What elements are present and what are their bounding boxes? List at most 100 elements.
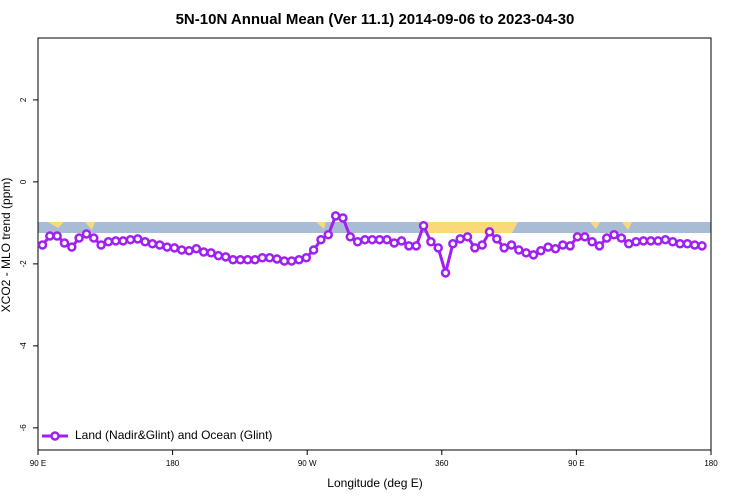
data-point bbox=[572, 232, 583, 242]
data-point bbox=[279, 256, 290, 266]
data-point bbox=[433, 243, 443, 253]
data-point bbox=[133, 234, 143, 244]
data-point bbox=[682, 239, 693, 249]
data-point bbox=[653, 236, 663, 246]
data-point bbox=[521, 248, 531, 258]
data-point bbox=[645, 236, 656, 246]
data-point bbox=[294, 255, 304, 265]
y-tick-label: -2 bbox=[19, 260, 28, 268]
data-point bbox=[301, 252, 312, 263]
legend-marker bbox=[50, 431, 60, 441]
data-point bbox=[111, 236, 121, 246]
data-point bbox=[389, 238, 399, 248]
data-point bbox=[477, 240, 487, 250]
data-point bbox=[580, 232, 590, 242]
data-point bbox=[147, 239, 158, 249]
data-point bbox=[103, 236, 114, 247]
data-point bbox=[594, 241, 605, 251]
data-point bbox=[37, 240, 48, 250]
data-point bbox=[418, 221, 429, 231]
data-point bbox=[609, 230, 619, 240]
data-point bbox=[198, 247, 209, 257]
data-point bbox=[426, 236, 436, 247]
x-tick-label: 90 E bbox=[568, 459, 584, 468]
data-point bbox=[272, 254, 282, 264]
data-point bbox=[448, 239, 458, 249]
data-point bbox=[140, 236, 150, 247]
data-point bbox=[154, 240, 165, 250]
plot-frame bbox=[37, 37, 712, 451]
y-tick-label: -4 bbox=[19, 342, 28, 350]
data-point bbox=[565, 241, 575, 251]
data-point bbox=[206, 248, 216, 258]
data-point bbox=[455, 234, 465, 244]
data-point bbox=[235, 255, 246, 265]
y-tick-label: 2 bbox=[19, 97, 28, 102]
y-tick-label: 0 bbox=[19, 179, 28, 184]
data-point bbox=[660, 234, 671, 245]
data-point bbox=[697, 241, 707, 251]
data-point bbox=[59, 238, 70, 248]
data-point bbox=[528, 250, 539, 260]
data-point bbox=[689, 240, 700, 250]
data-point bbox=[462, 232, 473, 242]
x-axis-label: Longitude (deg E) bbox=[327, 476, 422, 490]
data-point bbox=[667, 236, 678, 247]
data-point bbox=[484, 227, 495, 237]
x-tick-label: 90 W bbox=[298, 459, 317, 468]
surface-band bbox=[38, 222, 711, 233]
data-point bbox=[638, 236, 649, 246]
data-point bbox=[176, 245, 187, 255]
data-point bbox=[506, 240, 517, 250]
data-point bbox=[125, 234, 136, 245]
data-point bbox=[162, 242, 172, 252]
data-point bbox=[286, 256, 297, 266]
data-point bbox=[514, 245, 524, 255]
data-point bbox=[228, 255, 238, 265]
data-point bbox=[602, 233, 612, 243]
data-point bbox=[374, 234, 385, 245]
legend-label: Land (Nadir&Glint) and Ocean (Glint) bbox=[75, 428, 272, 442]
data-point bbox=[191, 243, 202, 254]
x-tick-label: 180 bbox=[166, 459, 180, 468]
data-point bbox=[440, 268, 451, 278]
data-point bbox=[675, 239, 685, 249]
y-axis-label: XCO2 - MLO trend (ppm) bbox=[0, 178, 13, 313]
data-point bbox=[396, 236, 407, 246]
data-point bbox=[74, 233, 84, 243]
data-point bbox=[45, 231, 55, 241]
data-point bbox=[543, 242, 553, 252]
data-point bbox=[550, 243, 561, 254]
data-point bbox=[96, 240, 106, 250]
data-point bbox=[213, 250, 224, 261]
x-tick-label: 90 E bbox=[30, 459, 46, 468]
data-point bbox=[404, 241, 414, 251]
data-point bbox=[89, 233, 99, 243]
data-point bbox=[470, 243, 480, 253]
data-point bbox=[242, 255, 253, 265]
data-point bbox=[81, 229, 92, 239]
x-tick-label: 360 bbox=[435, 459, 449, 468]
data-point bbox=[587, 236, 597, 247]
data-point bbox=[411, 241, 421, 251]
data-point bbox=[220, 252, 231, 262]
data-point bbox=[308, 245, 319, 255]
data-point bbox=[169, 243, 180, 253]
data-point bbox=[536, 246, 546, 256]
data-point bbox=[367, 234, 378, 245]
data-point bbox=[623, 239, 634, 249]
chart-title: 5N-10N Annual Mean (Ver 11.1) 2014-09-06… bbox=[176, 11, 575, 28]
data-point bbox=[631, 236, 641, 247]
data-point bbox=[558, 240, 568, 250]
legend: Land (Nadir&Glint) and Ocean (Glint) bbox=[42, 428, 272, 442]
x-tick-label: 180 bbox=[704, 459, 718, 468]
data-point bbox=[616, 233, 627, 243]
data-point bbox=[360, 234, 370, 245]
data-point bbox=[52, 231, 62, 241]
data-point bbox=[67, 242, 77, 252]
data-point bbox=[323, 230, 334, 240]
data-point bbox=[382, 234, 392, 245]
data-point bbox=[257, 252, 268, 263]
data-point bbox=[338, 213, 348, 223]
